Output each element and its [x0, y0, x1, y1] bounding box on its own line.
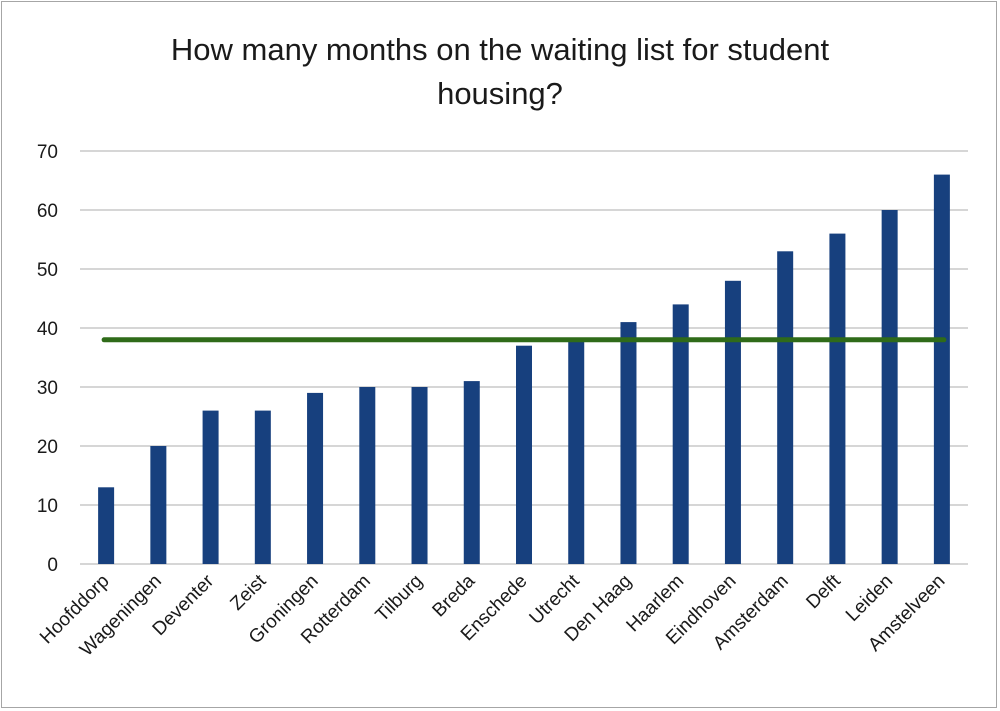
y-tick-label: 30	[37, 378, 58, 399]
bar	[202, 410, 219, 564]
bar	[881, 210, 898, 564]
y-tick-label: 0	[47, 555, 58, 576]
bar	[254, 410, 271, 564]
bar	[307, 392, 324, 564]
chart-title-line-2: housing?	[437, 76, 563, 111]
bar	[359, 387, 376, 564]
x-tick-label: Zeist	[226, 570, 270, 614]
x-tick-label: Delft	[802, 570, 845, 613]
bar	[516, 345, 532, 564]
bars	[98, 174, 950, 565]
x-tick-label: Tilburg	[372, 571, 427, 626]
chart-title: How many months on the waiting list for …	[0, 28, 1000, 116]
bar	[150, 446, 167, 564]
chart-title-line-1: How many months on the waiting list for …	[170, 32, 830, 67]
bar	[672, 304, 689, 564]
bar	[98, 487, 115, 564]
y-tick-label: 20	[37, 437, 58, 458]
bar	[568, 339, 585, 564]
y-tick-label: 60	[37, 201, 58, 222]
y-tick-label: 50	[37, 260, 58, 281]
bar	[829, 233, 846, 564]
y-tick-label: 10	[37, 496, 58, 517]
bar	[724, 280, 741, 564]
bar	[463, 381, 480, 564]
y-axis-ticks: 0 10 20 30 40 50 60 70	[37, 142, 58, 576]
bar	[620, 322, 637, 564]
y-tick-label: 70	[37, 142, 58, 163]
bar	[411, 387, 428, 564]
bar	[933, 174, 950, 564]
bar	[777, 251, 794, 565]
x-tick-label: Breda	[429, 570, 480, 621]
y-tick-label: 40	[37, 319, 58, 340]
